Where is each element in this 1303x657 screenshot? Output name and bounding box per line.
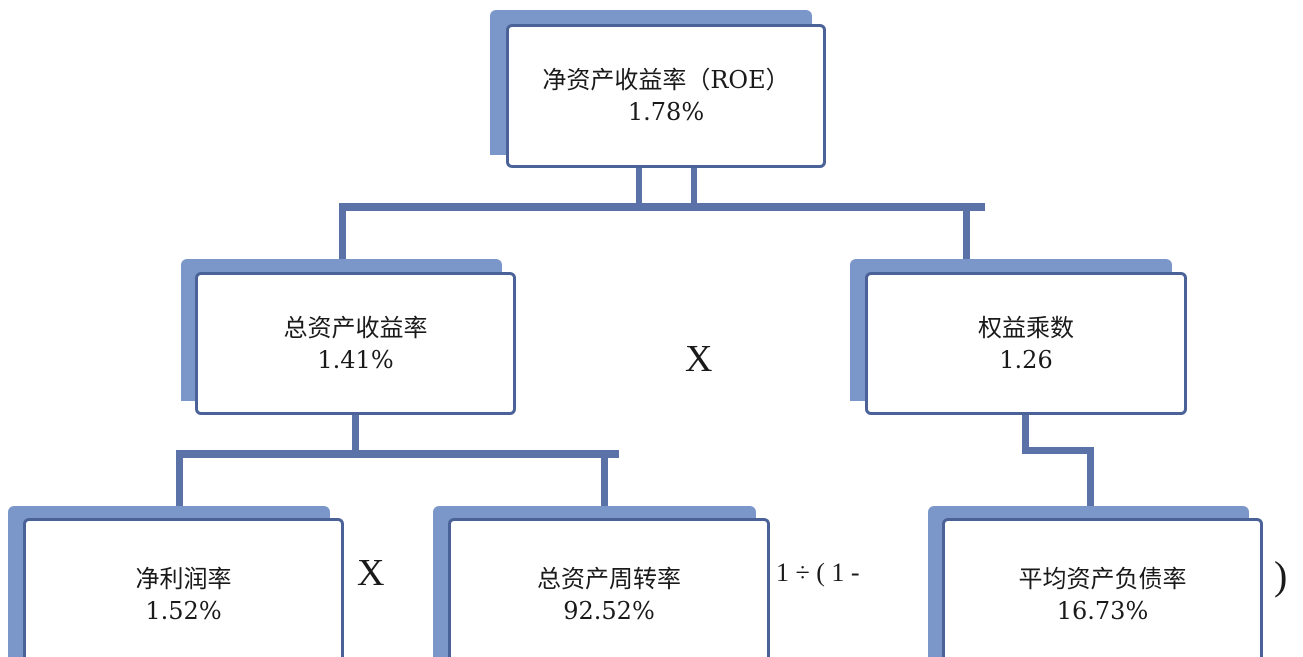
roa-drop <box>339 203 346 275</box>
roa-node: 总资产收益率 1.41% <box>181 259 516 415</box>
equity-multiplier-node-card: 权益乘数 1.26 <box>865 272 1187 415</box>
roa-node-card: 总资产收益率 1.41% <box>195 272 516 415</box>
debt-ratio-label: 平均资产负债率 <box>1018 565 1187 593</box>
roe-stem-left <box>636 166 642 206</box>
net-margin-node: 净利润率 1.52% <box>8 506 344 657</box>
debt-ratio-node-card: 平均资产负债率 16.73% <box>942 518 1263 657</box>
debt-ratio-drop <box>1087 447 1094 522</box>
debt-ratio-value: 16.73% <box>1056 597 1149 625</box>
multiply-operator-bottom: X <box>357 552 385 594</box>
reciprocal-suffix: ) <box>1274 553 1288 598</box>
net-margin-label: 净利润率 <box>135 565 232 593</box>
asset-turnover-node: 总资产周转率 92.52% <box>433 506 770 657</box>
equity-multiplier-drop <box>963 203 970 275</box>
net-margin-node-card: 净利润率 1.52% <box>23 518 344 657</box>
roa-label: 总资产收益率 <box>283 313 428 342</box>
equity-multiplier-label: 权益乘数 <box>978 313 1074 342</box>
level1-bar <box>339 203 985 211</box>
roe-label: 净资产收益率（ROE） <box>542 66 790 94</box>
net-margin-drop <box>176 450 183 520</box>
equity-multiplier-value: 1.26 <box>999 345 1053 374</box>
equity-multiplier-node: 权益乘数 1.26 <box>850 259 1187 415</box>
equity-elbow <box>1022 447 1094 454</box>
asset-turnover-drop <box>601 450 608 520</box>
roe-node-card: 净资产收益率（ROE） 1.78% <box>506 24 826 168</box>
roa-value: 1.41% <box>317 345 394 374</box>
multiply-operator-top: X <box>685 338 713 380</box>
roe-value: 1.78% <box>627 98 705 126</box>
roe-stem-right <box>691 166 697 206</box>
asset-turnover-value: 92.52% <box>563 597 655 625</box>
asset-turnover-node-card: 总资产周转率 92.52% <box>448 518 770 657</box>
connector-equity-to-debt <box>1022 413 1094 522</box>
net-margin-value: 1.52% <box>145 597 222 625</box>
asset-turnover-label: 总资产周转率 <box>537 565 681 593</box>
equity-stem <box>1022 413 1029 453</box>
reciprocal-prefix: 1 ÷ ( 1 - <box>776 558 860 587</box>
level2-bar <box>176 450 619 458</box>
debt-ratio-node: 平均资产负债率 16.73% <box>928 506 1263 657</box>
connector-roe-to-level1 <box>339 166 985 275</box>
roa-stem <box>352 413 359 455</box>
roe-node: 净资产收益率（ROE） 1.78% <box>490 10 826 168</box>
connector-roa-to-level2 <box>176 413 619 520</box>
